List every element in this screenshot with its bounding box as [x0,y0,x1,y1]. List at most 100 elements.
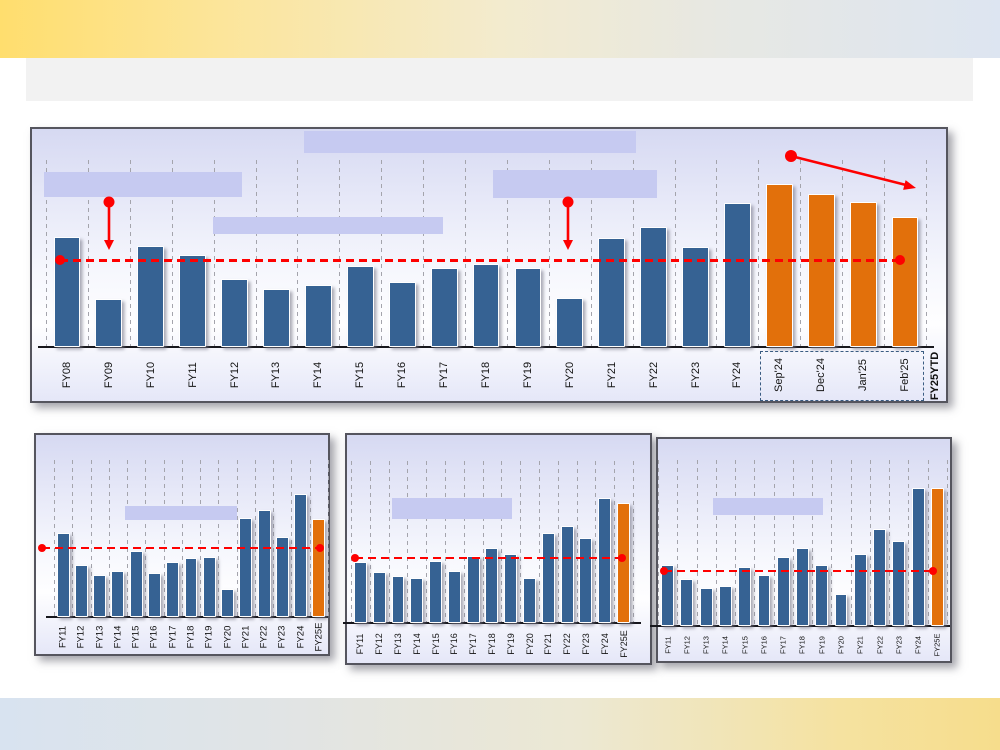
x-axis-label-text: FY21 [605,361,618,389]
bar [504,554,518,623]
x-axis-label: FY15 [339,348,381,402]
x-axis-label: FY10 [130,348,172,402]
x-axis-label: FY23 [577,624,596,664]
gridline [171,160,173,347]
x-axis-labels: FY11 FY12 FY13 FY14 FY15 FY16 FY17 FY18 FY19 FY20… [351,624,633,664]
gridline [884,160,886,347]
x-axis-label: FY23 [889,627,908,662]
bar-slot [381,282,423,347]
gridline [869,460,871,626]
bar-slot [255,510,273,617]
bar [598,498,612,623]
x-axis-label: FY18 [465,348,507,402]
average-dashed-line [355,557,626,559]
bar-slot [88,299,130,347]
gridline [715,460,717,626]
gridline [632,160,634,347]
bar-slot [633,227,675,347]
x-axis-label-text: FY23 [580,633,591,655]
gridline [831,460,833,626]
bar [757,575,771,626]
bar-slot [339,266,381,347]
gridline [696,460,698,626]
x-axis-label-text: FY15 [130,625,142,648]
gridline [590,160,592,347]
bar-slot [72,565,90,617]
x-axis-label-text: FY17 [778,635,788,654]
x-axis-label-text: FY15 [354,361,367,389]
average-dashed-line [664,570,937,572]
x-axis-label-text: FY14 [720,635,730,654]
x-axis-label-text: FY11 [57,625,69,648]
redacted-text-box [304,131,636,153]
x-axis-label: FY20 [831,627,850,662]
x-axis-label: FY25E [310,618,328,655]
bar-slot [908,488,927,626]
gridline [236,460,238,617]
grouped-labels-dashed-box [760,351,924,401]
x-axis-label-text: FY23 [689,361,702,389]
x-axis-label-text: FY20 [563,361,576,389]
bar [346,266,374,347]
gridline [520,461,522,623]
bar-slot [54,533,72,617]
x-axis-label-text: FY20 [222,625,234,648]
bar [738,567,752,626]
x-axis-label: FY18 [182,618,200,655]
gridline [163,460,165,617]
x-axis-label-text: FY18 [185,625,197,648]
bar [56,533,70,617]
bar-slot [658,565,677,626]
gridline [72,460,74,617]
redacted-text-box [213,217,443,234]
x-axis-label-text: FY21 [543,633,554,655]
bar-slot [145,573,163,617]
gridline [423,160,425,347]
gridline [87,160,89,347]
x-axis-label-text: FY10 [144,361,157,389]
highlight-bar [891,217,919,347]
main-chart-panel: FY08 FY09 FY10 FY11 FY12 FY13 FY14 FY15 FY16 FY17… [30,127,948,403]
bar-slot [539,533,558,623]
x-axis-label: FY15 [426,624,445,664]
chart-plot-area [343,435,650,624]
x-axis-label-text: FY11 [663,635,673,654]
gridline [557,461,559,623]
gridline [595,461,597,623]
bar [873,529,886,626]
bar-slot [549,298,591,347]
bars-row [658,439,947,626]
x-axis-label: FY19 [507,348,549,402]
gridline [254,460,256,617]
x-axis-label: FY17 [164,618,182,655]
x-axis-label-text: FY14 [312,361,325,389]
ytd-label-text: FY25YTD [929,351,941,401]
x-axis-label-text: FY12 [374,633,385,655]
highlight-bar [849,202,877,347]
bottom-left-chart-panel: FY11 FY12 FY13 FY14 FY15 FY16 FY17 FY18 FY19 FY20… [34,433,330,656]
gridline [758,160,760,347]
x-axis-label-text: FY16 [148,625,160,648]
x-axis-label: FY21 [591,348,633,402]
bar [466,556,480,623]
x-axis-label: FY13 [256,348,298,402]
highlight-bar [312,519,326,617]
x-axis-label-text: FY21 [240,625,252,648]
x-axis-label: FY17 [464,624,483,664]
x-axis-label-text: FY18 [797,635,807,654]
x-axis-label: FY11 [351,624,370,664]
gridline [800,160,802,347]
x-axis-label: FY16 [381,348,423,402]
bar [556,298,584,347]
x-axis-label: FY15 [735,627,754,662]
bar [202,557,216,617]
x-axis-label-text: FY19 [505,633,516,655]
bar [353,562,367,623]
x-axis-label-text: FY09 [102,361,115,389]
x-axis-labels: FY11 FY12 FY13 FY14 FY15 FY16 FY17 FY18 FY19 FY20… [658,627,947,662]
bar-slot [164,562,182,617]
x-axis-label-text: FY13 [701,635,711,654]
gridline [46,160,47,347]
gridline [548,160,550,347]
